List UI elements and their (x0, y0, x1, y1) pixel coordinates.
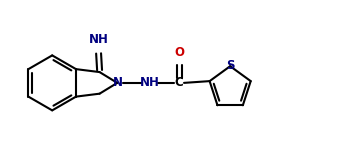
Text: NH: NH (88, 33, 108, 46)
Text: O: O (174, 46, 184, 59)
Text: N: N (113, 76, 123, 89)
Text: S: S (226, 59, 234, 72)
Text: C: C (175, 76, 184, 89)
Text: NH: NH (140, 76, 159, 89)
